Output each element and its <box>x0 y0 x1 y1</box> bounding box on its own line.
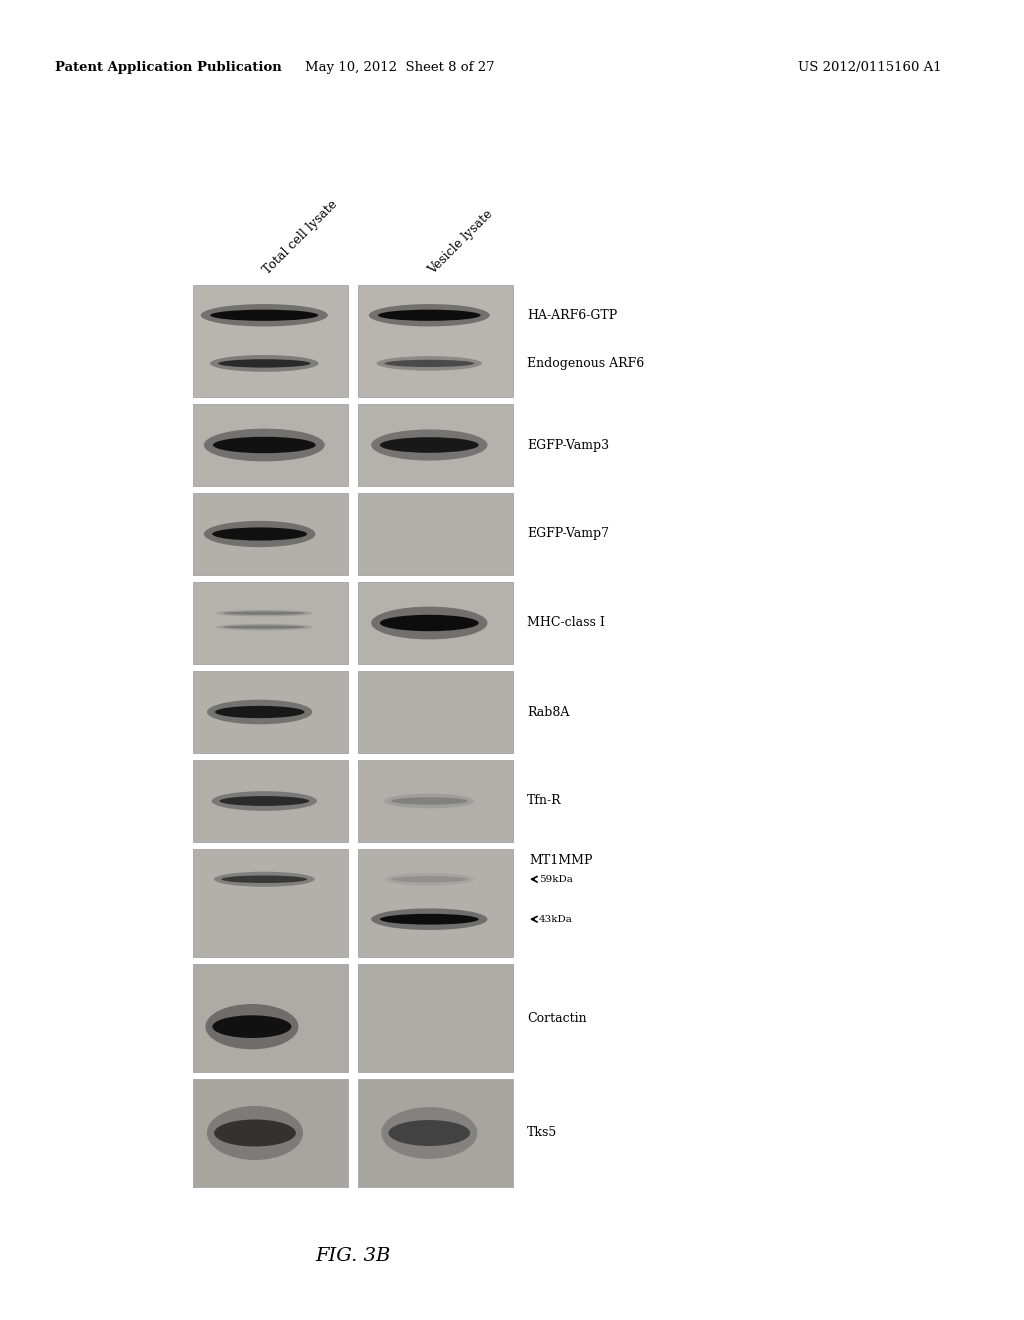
Ellipse shape <box>371 429 487 461</box>
Bar <box>193 760 348 842</box>
Text: Tks5: Tks5 <box>527 1126 557 1139</box>
Ellipse shape <box>215 706 304 718</box>
Text: 43kDa: 43kDa <box>539 915 572 924</box>
Ellipse shape <box>377 356 482 371</box>
Text: Tfn-R: Tfn-R <box>527 795 561 808</box>
Ellipse shape <box>384 873 474 886</box>
Bar <box>358 492 513 576</box>
Bar <box>358 1078 513 1187</box>
Ellipse shape <box>388 1121 470 1146</box>
Text: HA-ARF6-GTP: HA-ARF6-GTP <box>527 309 617 322</box>
Text: Patent Application Publication: Patent Application Publication <box>55 62 282 74</box>
Bar <box>358 285 513 397</box>
Bar <box>193 492 348 576</box>
Ellipse shape <box>384 793 474 808</box>
Ellipse shape <box>210 310 318 321</box>
Ellipse shape <box>380 615 478 631</box>
Ellipse shape <box>212 528 307 541</box>
Bar <box>358 671 513 752</box>
Text: MT1MMP: MT1MMP <box>529 854 593 867</box>
Ellipse shape <box>214 871 314 887</box>
Ellipse shape <box>206 1005 298 1049</box>
Bar <box>193 582 348 664</box>
Text: Rab8A: Rab8A <box>527 705 569 718</box>
Ellipse shape <box>378 310 480 321</box>
Text: Total cell lysate: Total cell lysate <box>261 198 341 277</box>
Text: MHC-class I: MHC-class I <box>527 616 605 630</box>
Bar <box>358 760 513 842</box>
Ellipse shape <box>371 607 487 639</box>
Ellipse shape <box>384 360 474 367</box>
Text: Cortactin: Cortactin <box>527 1011 587 1024</box>
Bar <box>193 964 348 1072</box>
Ellipse shape <box>213 437 315 453</box>
Ellipse shape <box>212 791 317 810</box>
Bar <box>193 1078 348 1187</box>
Bar <box>358 964 513 1072</box>
Ellipse shape <box>380 913 478 924</box>
Ellipse shape <box>381 1107 477 1159</box>
Bar <box>193 671 348 752</box>
Ellipse shape <box>391 876 468 883</box>
Ellipse shape <box>218 359 310 367</box>
Ellipse shape <box>216 624 312 631</box>
Bar <box>358 849 513 957</box>
Ellipse shape <box>214 1119 296 1147</box>
Ellipse shape <box>204 521 315 546</box>
Ellipse shape <box>207 700 312 725</box>
Ellipse shape <box>380 437 478 453</box>
Ellipse shape <box>204 429 325 462</box>
Ellipse shape <box>207 1106 303 1160</box>
Ellipse shape <box>212 1015 292 1038</box>
Text: EGFP-Vamp7: EGFP-Vamp7 <box>527 528 609 540</box>
Text: 59kDa: 59kDa <box>539 875 572 884</box>
Text: Endogenous ARF6: Endogenous ARF6 <box>527 356 644 370</box>
Text: FIG. 3B: FIG. 3B <box>315 1247 391 1265</box>
Ellipse shape <box>223 626 305 628</box>
Ellipse shape <box>219 796 309 807</box>
Text: US 2012/0115160 A1: US 2012/0115160 A1 <box>798 62 942 74</box>
Ellipse shape <box>201 304 328 326</box>
Text: EGFP-Vamp3: EGFP-Vamp3 <box>527 438 609 451</box>
Ellipse shape <box>369 304 489 326</box>
Ellipse shape <box>371 908 487 931</box>
Ellipse shape <box>221 875 307 883</box>
Bar <box>193 285 348 397</box>
Text: Vesicle lysate: Vesicle lysate <box>426 207 496 277</box>
Ellipse shape <box>223 611 305 615</box>
Bar <box>358 582 513 664</box>
Bar <box>193 849 348 957</box>
Ellipse shape <box>391 797 468 805</box>
Text: May 10, 2012  Sheet 8 of 27: May 10, 2012 Sheet 8 of 27 <box>305 62 495 74</box>
Bar <box>358 404 513 486</box>
Ellipse shape <box>216 610 312 616</box>
Bar <box>193 404 348 486</box>
Ellipse shape <box>210 355 318 372</box>
